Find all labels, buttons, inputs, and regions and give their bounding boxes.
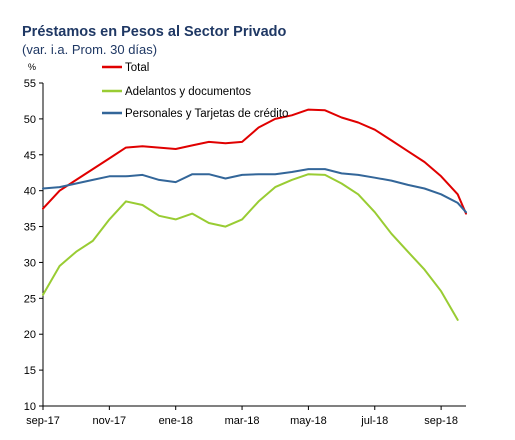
axes: 10 15 20 25 30 35 40 45 50 55 sep-17 nov-17 ene-18 ma… xyxy=(24,78,466,427)
y-tick-label: 55 xyxy=(24,78,36,90)
y-tick-label: 25 xyxy=(24,293,36,305)
chart-title: Préstamos en Pesos al Sector Privado xyxy=(22,24,287,40)
x-tick-label: sep-17 xyxy=(26,415,60,427)
x-tick-label: ene-18 xyxy=(159,415,193,427)
x-tick-label: may-18 xyxy=(290,415,327,427)
legend-label: Personales y Tarjetas de crédito xyxy=(125,108,288,120)
series-line-adelantos-y-documentos xyxy=(42,173,459,321)
y-tick-label: 30 xyxy=(24,257,36,269)
legend: Total Adelantos y documentos Personales y … xyxy=(102,62,288,120)
legend-label: Total xyxy=(125,62,149,74)
x-tick-label: jul-18 xyxy=(360,415,388,427)
y-tick-label: 40 xyxy=(24,186,36,198)
x-tick-label: mar-18 xyxy=(225,415,260,427)
series-line-total xyxy=(42,108,467,215)
y-tick-label: 15 xyxy=(24,365,36,377)
series-lines xyxy=(42,108,467,321)
y-axis-unit-label: % xyxy=(28,62,36,72)
y-tick-label: 20 xyxy=(24,329,36,341)
x-tick-label: nov-17 xyxy=(93,415,127,427)
legend-label: Adelantos y documentos xyxy=(125,86,251,98)
y-tick-label: 45 xyxy=(24,150,36,162)
chart-subtitle: (var. i.a. Prom. 30 días) xyxy=(22,42,158,57)
series-line-personales-y-tarjetas-de-credito xyxy=(42,168,467,214)
x-tick-label: sep-18 xyxy=(424,415,458,427)
y-tick-label: 50 xyxy=(24,114,36,126)
y-tick-label: 10 xyxy=(24,401,36,413)
y-tick-label: 35 xyxy=(24,222,36,234)
